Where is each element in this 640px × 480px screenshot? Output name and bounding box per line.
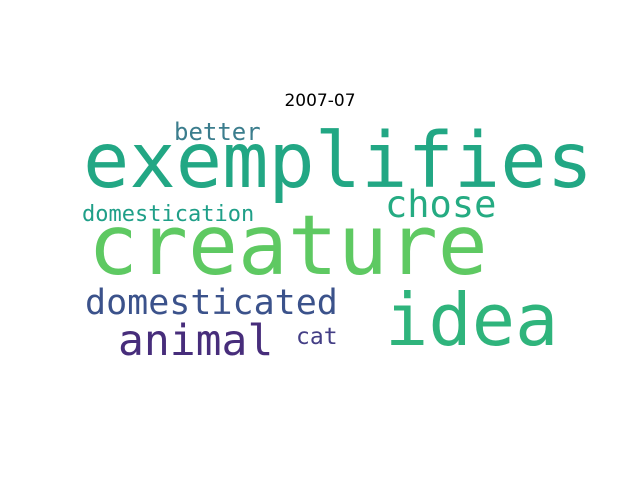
word-animal: animal <box>118 316 274 366</box>
chart-title: 2007-07 <box>284 91 356 111</box>
word-domesticated: domesticated <box>85 283 338 323</box>
word-cat: cat <box>296 324 338 350</box>
word-better: better <box>174 118 261 146</box>
word-idea: idea <box>385 278 559 362</box>
word-creature: creature <box>88 197 488 294</box>
word-domestication: domestication <box>82 202 255 227</box>
word-exemplifies: exemplifies <box>83 117 593 206</box>
word-chose: chose <box>385 183 497 226</box>
word-cloud: better exemplifies chose domestication c… <box>80 118 593 366</box>
